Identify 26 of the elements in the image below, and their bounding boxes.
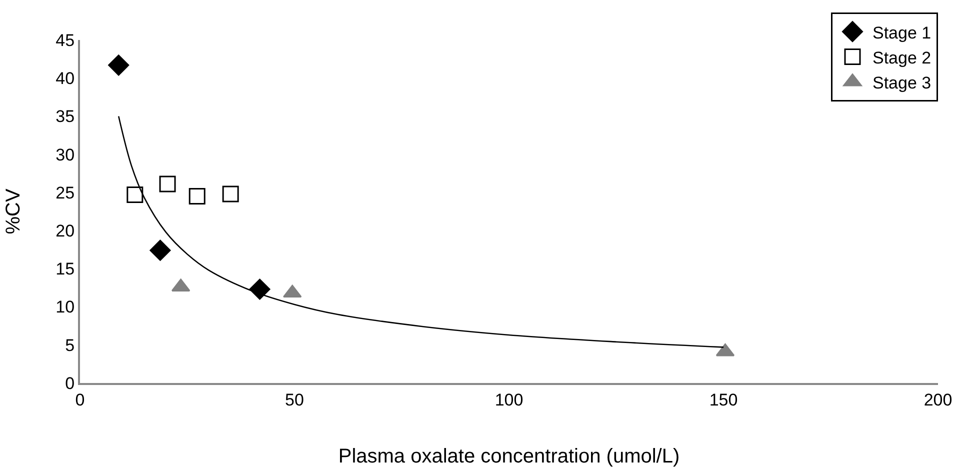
y-tick-label: 20: [56, 222, 75, 241]
x-tick-label: 150: [709, 390, 738, 410]
x-tick-label: 200: [924, 390, 952, 410]
x-tick-label: 100: [494, 390, 524, 410]
y-tick-label: 15: [56, 260, 75, 279]
point: [150, 240, 171, 261]
point: [108, 54, 130, 76]
y-tick-label: 30: [56, 145, 75, 164]
y-tick-label: 0: [65, 374, 75, 393]
point: [222, 186, 239, 202]
legend-label: Stage 3: [872, 73, 932, 92]
y-tick-label: 40: [56, 69, 75, 88]
x-tick-label: 50: [285, 390, 304, 410]
point: [249, 278, 270, 300]
legend-label: Stage 2: [872, 48, 932, 68]
legend-label: Stage 1: [872, 23, 932, 42]
x-axis-title: Plasma oxalate concentration (umol/L): [338, 445, 680, 468]
point: [126, 186, 144, 203]
point: [159, 176, 176, 192]
y-tick-label: 10: [56, 298, 75, 317]
y-tick-label: 35: [56, 107, 75, 126]
point: [188, 188, 206, 205]
y-tick-label: 25: [56, 183, 75, 202]
y-tick-label: 45: [56, 30, 75, 50]
y-axis-title: %CV: [2, 188, 25, 234]
y-tick-label: 5: [65, 336, 75, 355]
